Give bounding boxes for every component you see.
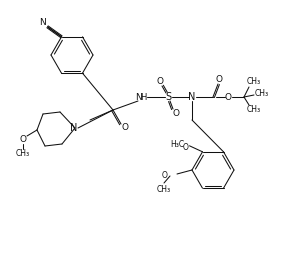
- Text: CH₃: CH₃: [16, 150, 30, 158]
- Text: N: N: [188, 92, 196, 102]
- Text: O: O: [121, 123, 128, 133]
- Text: O: O: [224, 92, 232, 101]
- Text: CH₃: CH₃: [247, 77, 261, 86]
- Text: CH₃: CH₃: [157, 185, 171, 194]
- Text: S: S: [165, 92, 171, 102]
- Text: N: N: [39, 18, 46, 27]
- Text: N: N: [70, 123, 78, 133]
- Text: O: O: [216, 74, 223, 83]
- Text: H: H: [140, 92, 146, 101]
- Text: N: N: [135, 92, 141, 101]
- Text: CH₃: CH₃: [247, 105, 261, 114]
- Text: CH₃: CH₃: [255, 90, 269, 99]
- Text: O: O: [172, 110, 179, 119]
- Text: H₃C: H₃C: [170, 140, 185, 149]
- Text: O: O: [20, 135, 27, 144]
- Text: O: O: [183, 143, 188, 152]
- Text: O: O: [156, 77, 163, 86]
- Text: O: O: [162, 172, 168, 180]
